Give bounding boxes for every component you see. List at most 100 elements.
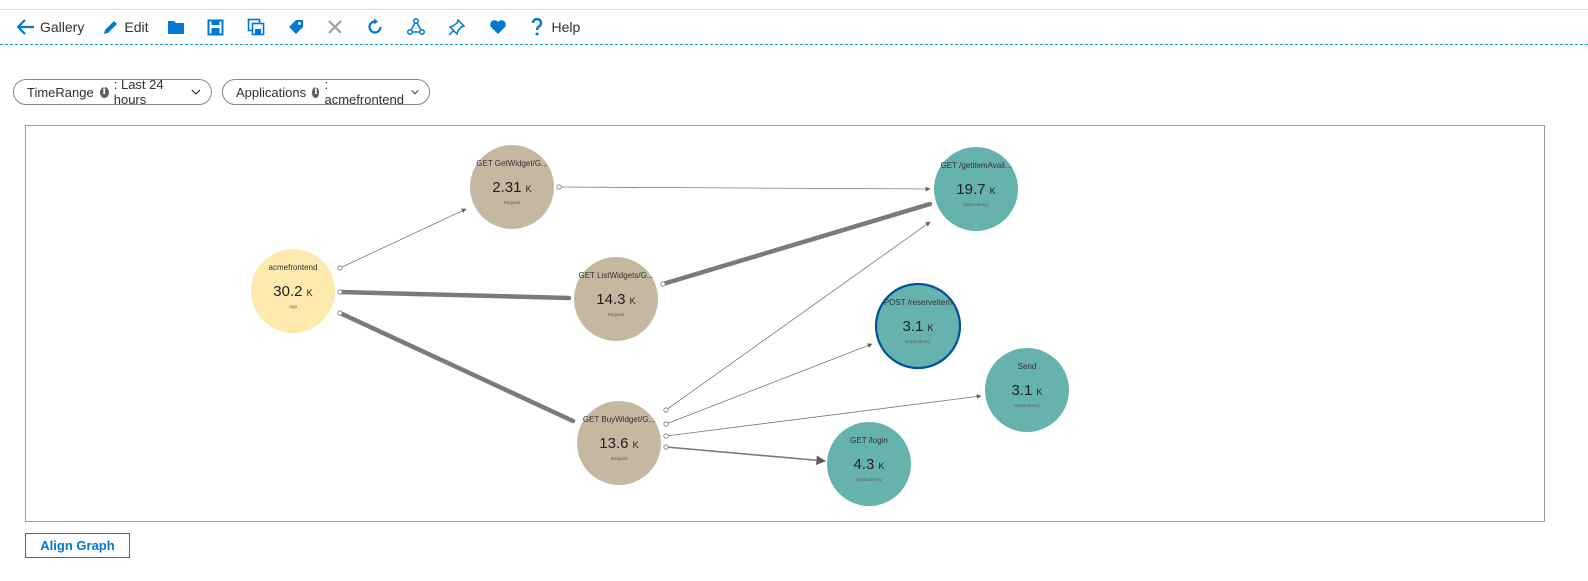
save-as-button[interactable]	[247, 13, 265, 41]
node-circle[interactable]	[577, 401, 661, 485]
node-circle[interactable]	[934, 147, 1018, 231]
save-button[interactable]	[207, 13, 224, 41]
node-title: GET BuyWidget/G...	[583, 415, 655, 424]
node-type: Dependency	[905, 339, 931, 344]
edge-start-dot	[337, 265, 343, 271]
node-title: GET /login	[850, 436, 888, 445]
node-value: 2.31 K	[492, 179, 531, 196]
node-type: App	[289, 304, 298, 309]
node-type: Dependency	[856, 477, 882, 482]
node-unit: K	[1037, 387, 1043, 397]
refresh-button[interactable]	[366, 13, 384, 41]
node-unit: K	[633, 440, 639, 450]
chevron-down-icon	[411, 89, 419, 95]
graph-edge[interactable]	[337, 310, 576, 424]
heart-icon	[490, 20, 507, 34]
chevron-down-icon	[191, 89, 201, 95]
time-range-label: TimeRange	[27, 84, 94, 100]
graph-edge[interactable]	[663, 343, 873, 427]
node-circle[interactable]	[827, 422, 911, 506]
edge-line[interactable]	[665, 394, 982, 437]
node-value: 3.1 K	[1011, 382, 1042, 399]
node-title: GET GetWidget/G...	[476, 159, 547, 168]
edit-button[interactable]: Edit	[102, 13, 148, 41]
node-title: GET ListWidgets/G...	[579, 271, 654, 280]
edge-start-dot	[337, 289, 343, 295]
graph-node-reserve[interactable]: POST /reserveItem 3.1 K Dependency	[874, 282, 962, 370]
close-icon	[328, 20, 343, 34]
graph-edge[interactable]	[663, 394, 982, 439]
edge-line[interactable]	[660, 201, 933, 287]
edge-line[interactable]	[337, 289, 572, 301]
node-title: Send	[1018, 362, 1037, 371]
graph-edge[interactable]	[660, 201, 933, 287]
graph-node-acmefrontend[interactable]: acmefrontend 30.2 K App	[251, 249, 335, 333]
node-value: 13.6 K	[599, 435, 638, 452]
graph-edge[interactable]	[663, 444, 826, 466]
graph-node-buywidget[interactable]: GET BuyWidget/G... 13.6 K Request	[577, 401, 661, 485]
node-title: acmefrontend	[269, 263, 318, 272]
node-value: 4.3 K	[853, 456, 884, 473]
node-unit: K	[990, 186, 996, 196]
graph-edge[interactable]	[337, 208, 467, 271]
tag-icon	[289, 20, 304, 34]
gallery-button[interactable]: Gallery	[17, 13, 84, 41]
favorite-button[interactable]	[489, 13, 507, 41]
toolbar: Gallery Edit	[0, 10, 1588, 45]
node-circle[interactable]	[985, 348, 1069, 432]
applications-value: : acmefrontend	[324, 77, 404, 107]
edge-start-dot	[660, 281, 666, 287]
edge-line[interactable]	[665, 221, 931, 411]
applications-label: Applications	[236, 84, 307, 100]
node-unit: K	[630, 296, 636, 306]
node-unit: K	[879, 461, 885, 471]
node-unit: K	[526, 184, 532, 194]
share-button[interactable]	[407, 13, 426, 41]
graph-node-send[interactable]: Send 3.1 K Dependency	[985, 348, 1069, 432]
discard-button[interactable]	[328, 13, 343, 41]
align-graph-button[interactable]: Align Graph	[25, 533, 130, 558]
node-value: 14.3 K	[596, 291, 635, 308]
edge-line[interactable]	[337, 310, 576, 424]
question-icon	[532, 18, 543, 36]
node-type: Request	[504, 200, 522, 205]
save-as-icon	[248, 18, 265, 36]
application-map-canvas[interactable]: acmefrontend 30.2 K App GET GetWidget/G... 2…	[25, 125, 1545, 522]
graph-node-listwidgets[interactable]: GET ListWidgets/G... 14.3 K Request	[574, 257, 658, 341]
applications-dropdown[interactable]: Applications i : acmefrontend	[222, 77, 430, 107]
node-circle[interactable]	[251, 249, 335, 333]
application-map-graph: acmefrontend 30.2 K App GET GetWidget/G... 2…	[251, 145, 1069, 506]
node-circle[interactable]	[574, 257, 658, 341]
gallery-label: Gallery	[40, 19, 85, 35]
edit-label: Edit	[124, 19, 149, 35]
edge-start-dot	[663, 407, 669, 413]
help-label: Help	[551, 19, 581, 35]
node-value: 30.2 K	[273, 283, 312, 300]
open-button[interactable]	[167, 13, 185, 41]
edge-start-dot	[663, 421, 669, 427]
graph-edge[interactable]	[337, 289, 572, 301]
top-border	[0, 9, 1588, 10]
graph-edge[interactable]	[663, 221, 931, 413]
edge-line[interactable]	[665, 446, 826, 466]
graph-node-login[interactable]: GET /login 4.3 K Dependency	[827, 422, 911, 506]
node-title: GET /getitemAvail...	[941, 161, 1012, 170]
graph-edge[interactable]	[556, 184, 931, 192]
node-circle[interactable]	[470, 145, 554, 229]
graph-node-getwidget[interactable]: GET GetWidget/G... 2.31 K Request	[470, 145, 554, 229]
edge-line[interactable]	[665, 343, 873, 425]
node-type: Dependency	[963, 202, 989, 207]
node-title: POST /reserveItem	[884, 298, 953, 307]
node-type: Request	[611, 456, 629, 461]
edge-line[interactable]	[558, 186, 931, 192]
graph-node-getitem[interactable]: GET /getitemAvail... 19.7 K Dependency	[934, 147, 1018, 231]
edge-line[interactable]	[339, 208, 467, 269]
tag-button[interactable]	[287, 13, 305, 41]
pin-icon	[448, 18, 466, 36]
node-circle[interactable]	[874, 282, 962, 370]
time-range-dropdown[interactable]: TimeRange i : Last 24 hours	[13, 77, 212, 107]
node-value: 19.7 K	[956, 181, 995, 198]
pin-button[interactable]	[448, 13, 466, 41]
help-button[interactable]: Help	[531, 13, 580, 41]
pencil-icon	[104, 20, 118, 34]
